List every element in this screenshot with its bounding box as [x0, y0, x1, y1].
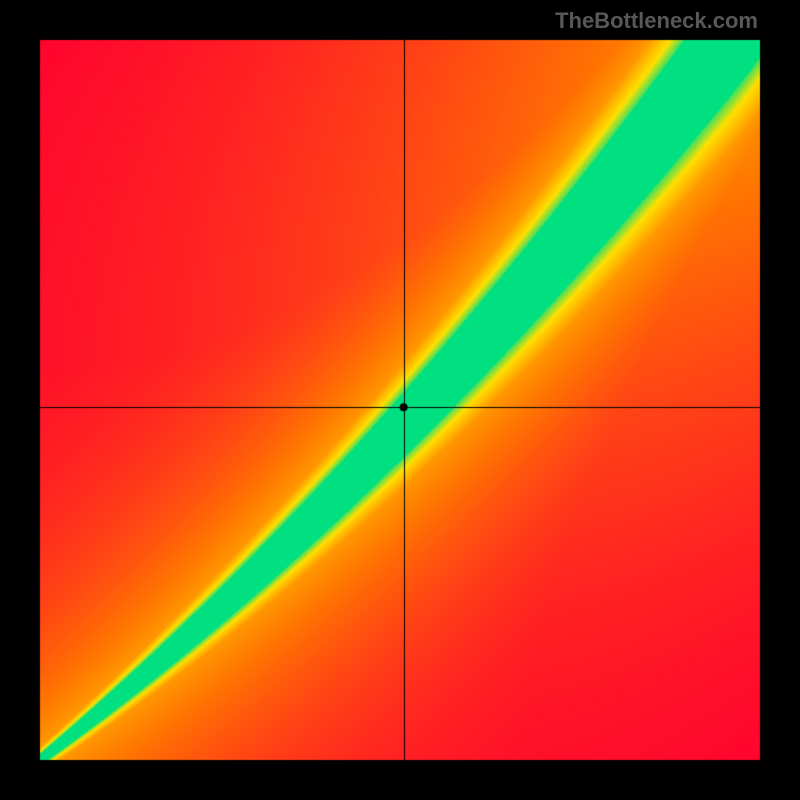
chart-container: TheBottleneck.com — [0, 0, 800, 800]
bottleneck-heatmap — [0, 0, 800, 800]
attribution-text: TheBottleneck.com — [555, 8, 758, 34]
